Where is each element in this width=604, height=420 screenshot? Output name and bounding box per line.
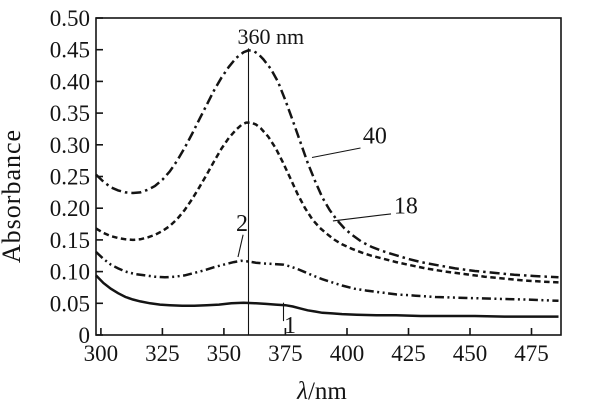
- x-axis-tick-label: 300: [84, 341, 119, 366]
- x-axis-tick-label: 475: [514, 341, 549, 366]
- y-axis-tick-label: 0.20: [50, 196, 90, 221]
- x-axis-tick-label: 400: [330, 341, 365, 366]
- y-axis-tick-label: 0: [79, 323, 91, 348]
- peak-wavelength-label: 360 nm: [238, 24, 305, 49]
- x-axis-tick-label: 350: [207, 341, 242, 366]
- x-axis-tick-label: 325: [145, 341, 180, 366]
- y-axis-tick-label: 0.35: [50, 101, 90, 126]
- curve-40: [95, 49, 559, 279]
- curve-label-leader-18: [332, 213, 392, 222]
- y-axis-tick-label: 0.50: [50, 6, 90, 31]
- y-axis-tick-label: 0.10: [50, 260, 90, 285]
- curve-1: [95, 274, 559, 318]
- curve-label-1: 1: [284, 313, 296, 339]
- curve-2: [95, 250, 559, 303]
- y-axis-tick-label: 0.30: [50, 133, 90, 158]
- y-axis-tick-label: 0.45: [50, 38, 90, 63]
- curve-label-2: 2: [236, 211, 248, 237]
- curve-label-leader-40: [311, 147, 361, 159]
- y-axis-tick-label: 0.05: [50, 291, 90, 316]
- y-axis-tick-label: 0.25: [50, 165, 90, 190]
- curve-label-18: 18: [394, 193, 418, 219]
- y-axis-title: Absorbance: [0, 129, 26, 263]
- x-axis-tick-label: 375: [268, 341, 303, 366]
- plot-frame: [95, 17, 562, 336]
- y-axis-tick-label: 0.15: [50, 228, 90, 253]
- x-axis-tick-label: 450: [453, 341, 488, 366]
- curve-label-leader-2: [237, 234, 244, 258]
- x-axis-tick-label: 425: [391, 341, 426, 366]
- y-axis-tick-label: 0.40: [50, 69, 90, 94]
- x-axis-title: λ/nm: [296, 378, 347, 405]
- curve-label-40: 40: [363, 124, 387, 150]
- curve-18: [95, 121, 559, 284]
